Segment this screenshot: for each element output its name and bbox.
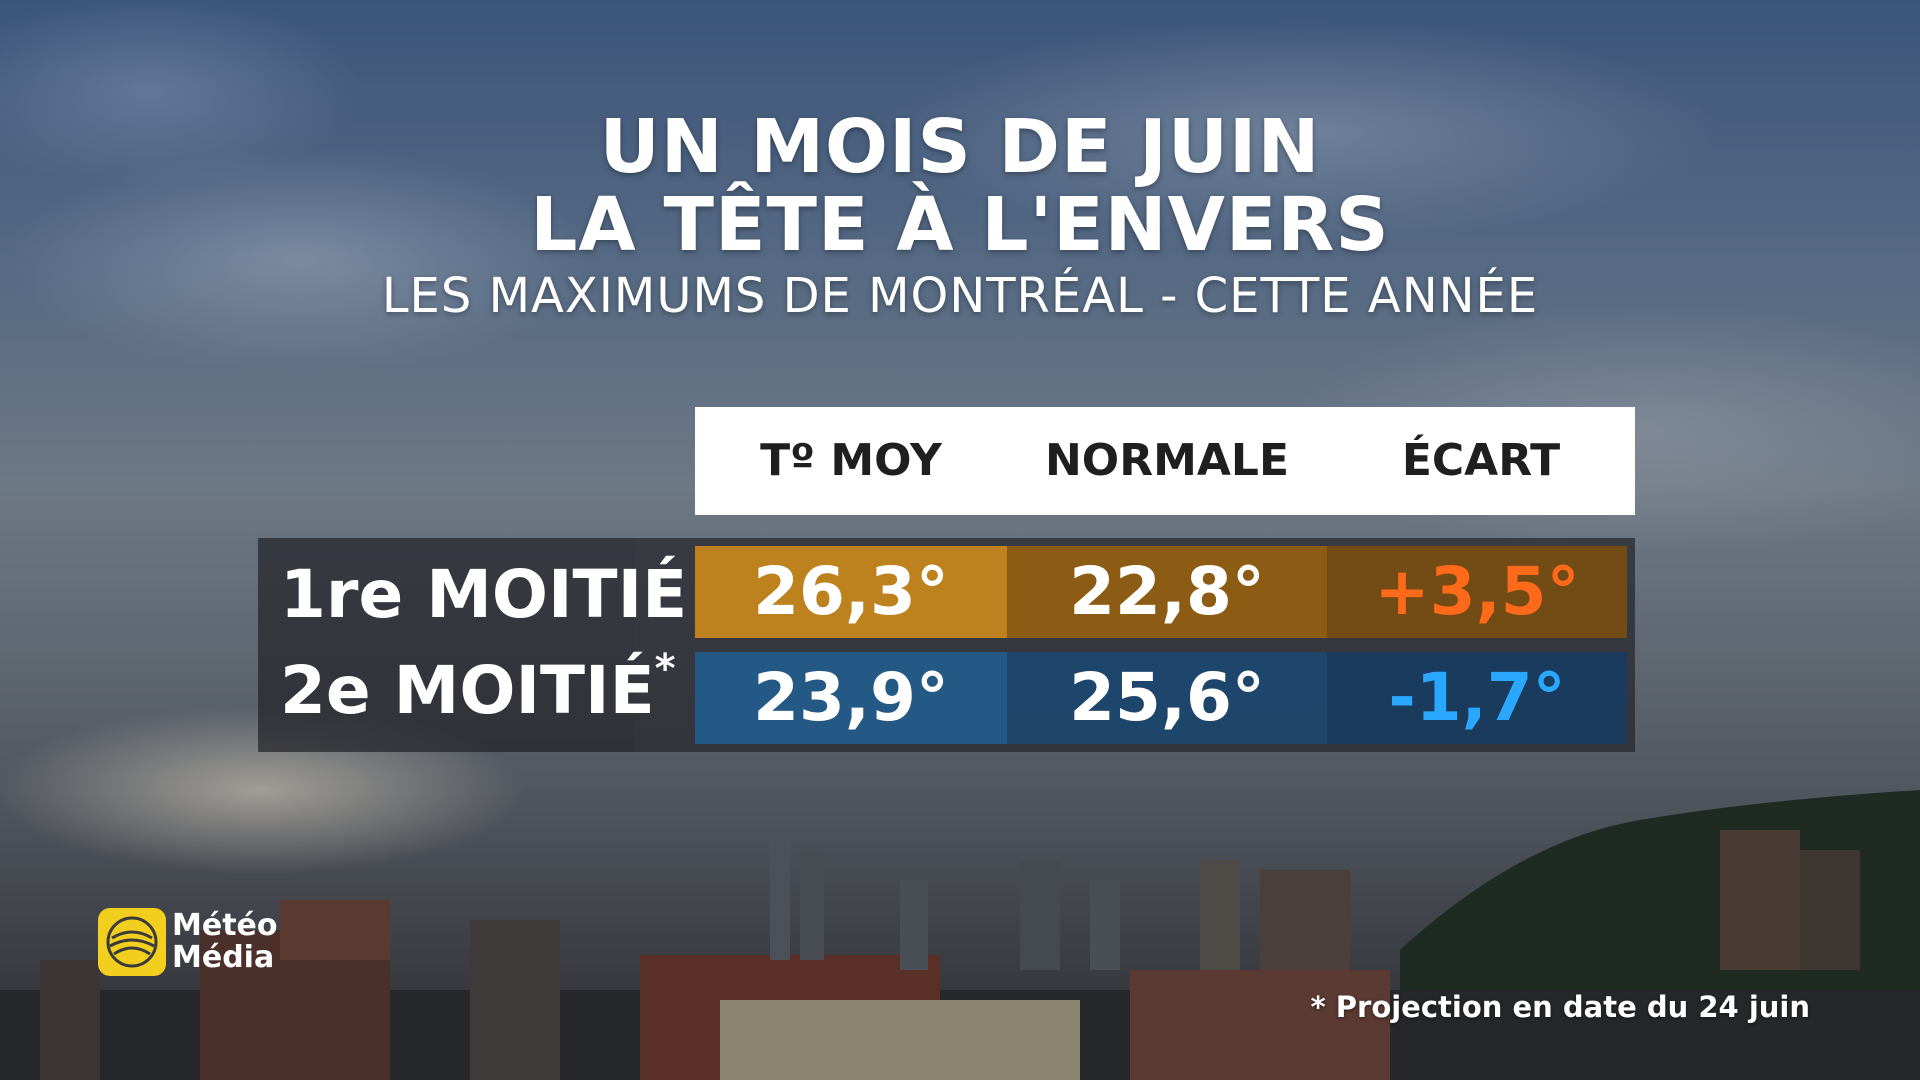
cell-first-half-normal: 22,8° [1007, 546, 1327, 638]
subtitle: LES MAXIMUMS DE MONTRÉAL - CETTE ANNÉE [381, 268, 1539, 324]
title-line-1: UN MOIS DE JUIN [599, 104, 1321, 190]
meteomedia-logo: Météo Média [98, 908, 318, 978]
footnote: * Projection en date du 24 juin [1310, 990, 1811, 1024]
globe-swirl-icon [98, 908, 166, 976]
logo-text-line-1: Météo [172, 908, 278, 943]
logo-text-line-2: Média [172, 940, 275, 975]
row-label-first-half: 1re MOITIÉ [280, 556, 688, 633]
cell-second-half-avg: 23,9° [695, 652, 1007, 744]
cell-first-half-deviation: +3,5° [1327, 546, 1627, 638]
row-label-band [258, 538, 635, 752]
title-line-2: LA TÊTE À L'ENVERS [530, 182, 1390, 268]
column-header-normal: NORMALE [1044, 435, 1290, 486]
column-header-avg-temp: Tº MOY [760, 435, 942, 486]
row-label-second-half: 2e MOITIÉ* [280, 646, 676, 729]
cell-second-half-deviation: -1,7° [1327, 652, 1627, 744]
table-header: Tº MOY NORMALE ÉCART [695, 407, 1635, 515]
column-header-deviation: ÉCART [1401, 435, 1561, 486]
city-skyline [0, 790, 1920, 1080]
cell-second-half-normal: 25,6° [1007, 652, 1327, 744]
asterisk-mark: * [654, 646, 676, 692]
cell-first-half-avg: 26,3° [695, 546, 1007, 638]
